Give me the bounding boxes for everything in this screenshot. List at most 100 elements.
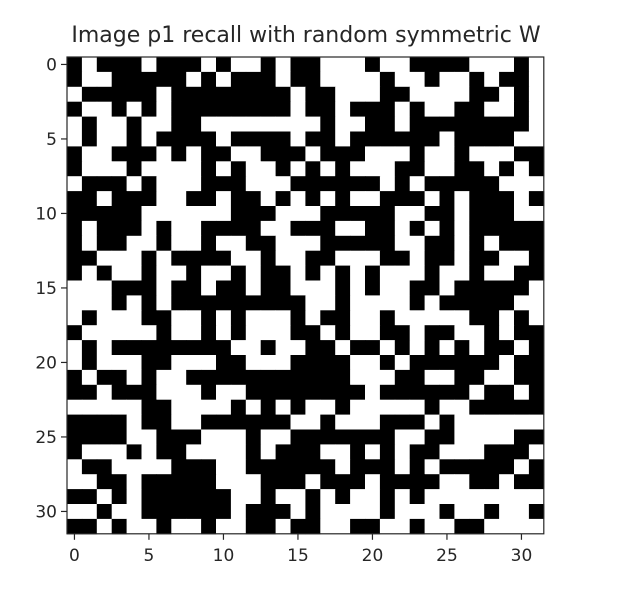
heatmap-cell — [469, 191, 485, 207]
heatmap-cell — [186, 355, 202, 371]
heatmap-cell — [484, 355, 500, 371]
heatmap-cell — [171, 414, 187, 430]
heatmap-cell — [305, 399, 321, 415]
heatmap-cell — [320, 220, 336, 237]
heatmap-cell — [469, 235, 485, 252]
heatmap-cell — [186, 131, 202, 147]
heatmap-cell — [409, 474, 425, 490]
heatmap-cell — [245, 101, 262, 117]
heatmap-cell — [528, 429, 545, 445]
heatmap-cell — [67, 399, 83, 415]
y-tick-label: 15 — [35, 279, 57, 299]
heatmap-cell — [186, 340, 202, 356]
heatmap-cell — [528, 206, 545, 222]
heatmap-cell — [514, 459, 530, 475]
heatmap-cell — [126, 384, 142, 401]
heatmap-cell — [260, 504, 276, 520]
heatmap-cell — [469, 86, 485, 103]
heatmap-cell — [216, 459, 232, 475]
heatmap-cell — [216, 355, 232, 371]
heatmap-cell — [454, 235, 470, 252]
heatmap-cell — [186, 220, 202, 237]
heatmap-cell — [409, 504, 425, 520]
heatmap-cell — [186, 325, 202, 341]
heatmap-cell — [260, 116, 276, 132]
heatmap-cell — [141, 57, 157, 73]
heatmap-cell — [528, 220, 545, 237]
heatmap-cell — [335, 161, 351, 177]
heatmap-cell — [484, 57, 500, 73]
heatmap-cell — [305, 191, 321, 207]
heatmap-cell — [439, 220, 455, 237]
heatmap-cell — [260, 414, 276, 430]
heatmap-cell — [514, 340, 530, 356]
heatmap-cell — [499, 191, 515, 207]
heatmap-cell — [409, 459, 425, 475]
heatmap-cell — [141, 355, 157, 371]
heatmap-cell — [528, 146, 545, 162]
heatmap-cell — [290, 71, 306, 88]
heatmap-cell — [260, 444, 276, 460]
heatmap-cell — [96, 57, 113, 73]
heatmap-cell — [439, 161, 455, 177]
heatmap-cell — [335, 101, 351, 117]
heatmap-cell — [275, 235, 291, 252]
heatmap-cell — [260, 355, 276, 371]
heatmap-cell — [260, 71, 276, 88]
heatmap-cell — [67, 280, 83, 296]
heatmap-cell — [245, 265, 262, 281]
heatmap-cell — [484, 131, 500, 147]
heatmap-cell — [439, 86, 455, 103]
heatmap-cell — [484, 518, 500, 535]
heatmap-cell — [335, 414, 351, 430]
heatmap-cell — [484, 161, 500, 177]
heatmap-cell — [469, 250, 485, 266]
heatmap-cell — [469, 369, 485, 386]
heatmap-cell — [335, 265, 351, 281]
heatmap-cell — [335, 250, 351, 266]
heatmap-cell — [484, 250, 500, 266]
heatmap-cell — [379, 235, 396, 252]
heatmap-cell — [424, 474, 440, 490]
heatmap-cell — [111, 176, 127, 192]
heatmap-cell — [454, 399, 470, 415]
heatmap-cell — [111, 489, 127, 505]
heatmap-cell — [350, 414, 366, 430]
heatmap-cell — [126, 414, 142, 430]
heatmap-cell — [96, 71, 113, 88]
heatmap-cell — [305, 444, 321, 460]
heatmap-cell — [499, 86, 515, 103]
heatmap-cell — [126, 57, 142, 73]
heatmap-cell — [514, 325, 530, 341]
heatmap-cell — [171, 295, 187, 311]
heatmap-cell — [528, 191, 545, 207]
heatmap-cell — [439, 384, 455, 401]
heatmap-cell — [379, 161, 396, 177]
heatmap-cell — [260, 340, 276, 356]
heatmap-cell — [320, 191, 336, 207]
heatmap-cell — [484, 310, 500, 326]
heatmap-cell — [290, 280, 306, 296]
heatmap-cell — [290, 355, 306, 371]
heatmap-cell — [260, 474, 276, 490]
heatmap-cell — [305, 474, 321, 490]
heatmap-cell — [454, 250, 470, 266]
heatmap-cell — [245, 384, 262, 401]
heatmap-cell — [81, 146, 98, 162]
heatmap-cell — [230, 489, 247, 505]
heatmap-cell — [469, 474, 485, 490]
heatmap-cell — [335, 518, 351, 535]
heatmap-cell — [454, 116, 470, 132]
heatmap-cell — [201, 369, 217, 386]
heatmap-cell — [350, 176, 366, 192]
heatmap-cell — [67, 206, 83, 222]
heatmap-cell — [394, 504, 411, 520]
heatmap-cell — [67, 220, 83, 237]
heatmap-cell — [350, 310, 366, 326]
heatmap-cell — [230, 295, 247, 311]
heatmap-cell — [201, 325, 217, 341]
heatmap-cell — [126, 101, 142, 117]
heatmap-cell — [469, 71, 485, 88]
heatmap-cell — [484, 325, 500, 341]
heatmap-cell — [111, 131, 127, 147]
